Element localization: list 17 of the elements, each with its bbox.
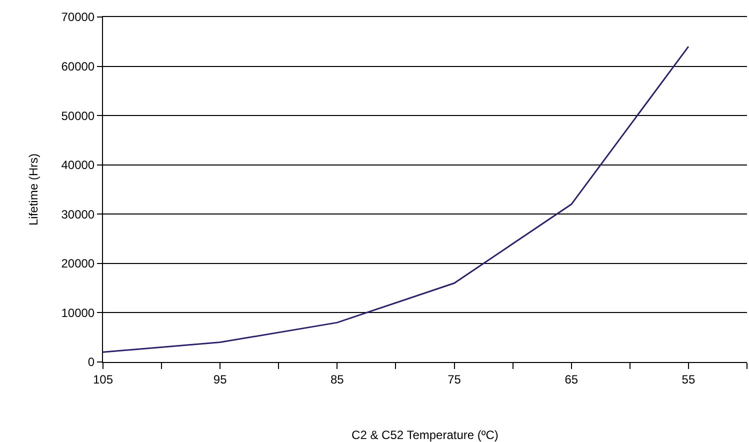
y-tick-label: 0 bbox=[88, 355, 95, 370]
y-axis-title: Lifetime (Hrs) bbox=[26, 153, 41, 226]
y-tick-label: 30000 bbox=[61, 207, 95, 222]
y-tick-label: 40000 bbox=[61, 158, 95, 172]
x-axis-title: C2 & C52 Temperature (ºC) bbox=[352, 428, 498, 442]
x-tick-label: 95 bbox=[213, 372, 228, 386]
x-tick-label: 55 bbox=[682, 372, 696, 386]
y-tick-label: 70000 bbox=[61, 10, 95, 24]
x-tick-label: 105 bbox=[92, 372, 114, 386]
y-tick-label: 60000 bbox=[61, 59, 95, 74]
y-tick-label: 20000 bbox=[61, 256, 95, 271]
x-tick-label: 75 bbox=[448, 372, 462, 386]
x-tick-label: 65 bbox=[564, 372, 578, 386]
line-series bbox=[103, 46, 690, 353]
y-tick-label: 50000 bbox=[61, 108, 95, 123]
y-tick-label: 10000 bbox=[61, 306, 95, 320]
x-tick-label: 85 bbox=[330, 372, 344, 386]
